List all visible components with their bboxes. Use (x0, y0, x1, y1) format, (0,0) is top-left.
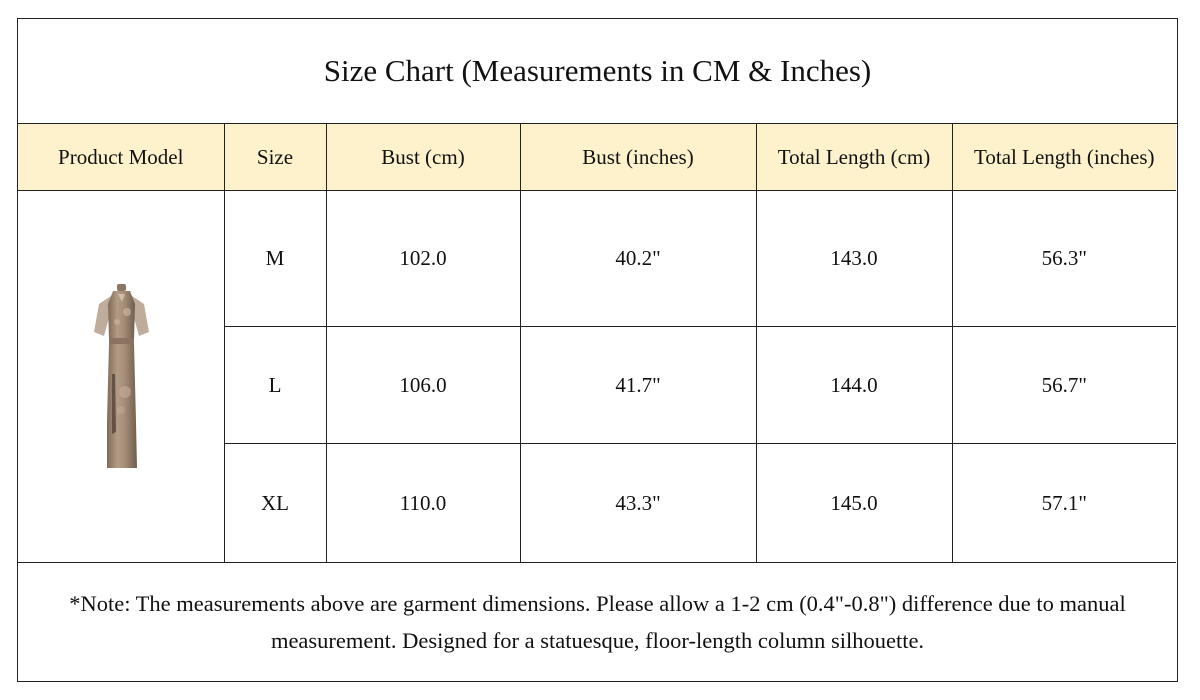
cell-bust-inches: 40.2" (519, 190, 757, 327)
cell-bust-cm: 102.0 (325, 190, 521, 327)
cell-bust-inches: 41.7" (519, 326, 757, 444)
cell-length-inches: 56.3" (951, 190, 1176, 327)
cell-length-cm: 145.0 (755, 443, 953, 563)
dress-photo (93, 283, 149, 468)
table-row: XL 110.0 43.3" 145.0 57.1" (18, 443, 1176, 563)
cell-length-cm: 144.0 (755, 326, 953, 444)
cell-bust-cm: 106.0 (325, 326, 521, 444)
cell-length-cm: 143.0 (755, 190, 953, 327)
cell-size: XL (224, 443, 327, 563)
header-bust-cm: Bust (cm) (325, 124, 521, 191)
table-row: L 106.0 41.7" 144.0 56.7" (18, 326, 1176, 444)
cell-length-inches: 56.7" (951, 326, 1176, 444)
header-length-cm: Total Length (cm) (755, 124, 953, 191)
table-row: M 102.0 40.2" 143.0 56.3" (18, 190, 1176, 563)
cell-bust-inches: 43.3" (519, 443, 757, 563)
size-chart-frame: Size Chart (Measurements in CM & Inches)… (17, 18, 1178, 682)
size-table: Product Model Size Bust (cm) Bust (inche… (18, 124, 1176, 563)
cell-length-inches: 57.1" (951, 443, 1176, 563)
cell-bust-cm: 110.0 (325, 443, 521, 563)
cell-size: L (224, 326, 327, 444)
header-bust-inches: Bust (inches) (519, 124, 757, 191)
measurement-note: *Note: The measurements above are garmen… (69, 591, 1126, 653)
product-model-cell (18, 190, 225, 563)
table-header-row: Product Model Size Bust (cm) Bust (inche… (18, 124, 1176, 191)
cell-size: M (223, 190, 327, 327)
header-length-inches: Total Length (inches) (951, 124, 1176, 191)
header-product-model: Product Model (18, 124, 225, 191)
header-size: Size (223, 124, 327, 191)
chart-title: Size Chart (Measurements in CM & Inches) (18, 19, 1177, 124)
